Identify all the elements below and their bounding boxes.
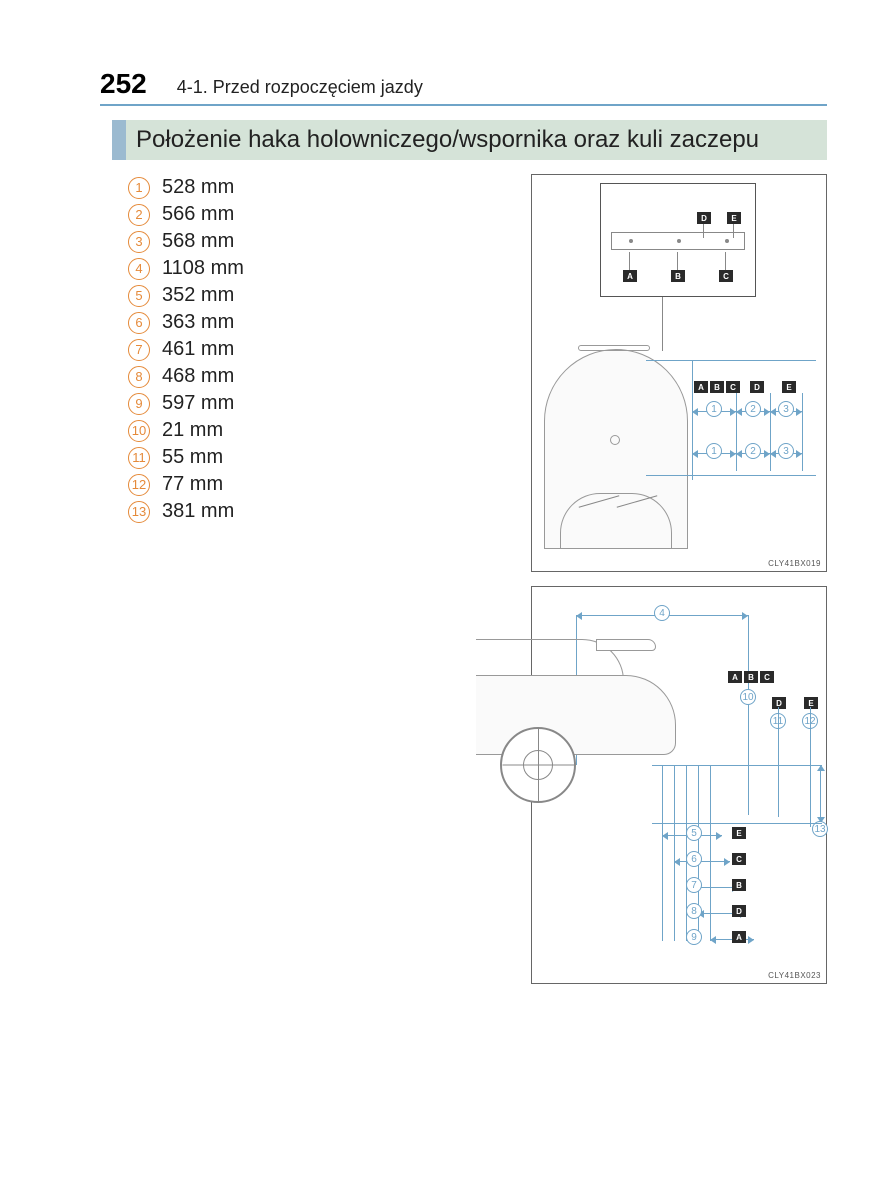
letter-group-abc: A B C (728, 671, 774, 683)
dimension-item: 2 566 mm (128, 203, 244, 226)
dim-ref: 1 (706, 443, 722, 459)
letter-tag: C (719, 270, 733, 282)
letter-tag: B (732, 879, 746, 891)
dimension-number: 3 (128, 231, 150, 253)
diagram-code: CLY41BX023 (768, 971, 821, 980)
dim-ref: 9 (686, 929, 702, 945)
letter-tag: B (744, 671, 758, 683)
dimension-item: 1 528 mm (128, 176, 244, 199)
dimension-number: 7 (128, 339, 150, 361)
letter-tag: B (671, 270, 685, 282)
dimension-value: 381 mm (162, 500, 234, 523)
dimension-item: 5 352 mm (128, 284, 244, 307)
content-row: 1528 mm2566 mm3568 mm41108 mm5352 mm6363… (128, 174, 827, 984)
letter-tag: C (732, 853, 746, 865)
heading-text: Położenie haka holowniczego/wspornika or… (126, 120, 827, 160)
dimension-value: 597 mm (162, 392, 234, 415)
page-header: 252 4-1. Przed rozpoczęciem jazdy (100, 68, 827, 100)
dimension-number: 4 (128, 258, 150, 280)
dimension-value: 568 mm (162, 230, 234, 253)
diagram-code: CLY41BX019 (768, 559, 821, 568)
header-rule (100, 104, 827, 106)
letter-tag: A (728, 671, 742, 683)
dim-ref: 10 (740, 689, 756, 705)
diagram-side-view: 4 A B C 10 D 11 (531, 586, 827, 984)
dimension-number: 11 (128, 447, 150, 469)
letter-tag: D (732, 905, 746, 917)
letter-tag: A (694, 381, 708, 393)
page-number: 252 (100, 68, 147, 100)
dim-ref: 1 (706, 401, 722, 417)
dimension-value: 1108 mm (162, 257, 244, 280)
page: 252 4-1. Przed rozpoczęciem jazdy Położe… (0, 0, 877, 984)
letter-tag: D (750, 381, 764, 393)
dimension-item: 11 55 mm (128, 446, 244, 469)
letter-tag: D (697, 212, 711, 224)
letter-tag: E (804, 697, 818, 709)
dimension-value: 363 mm (162, 311, 234, 334)
dimension-item: 3 568 mm (128, 230, 244, 253)
heading-accent (112, 120, 126, 160)
letter-tag: A (732, 931, 746, 943)
letter-group-abc: A B C (694, 381, 740, 393)
dimension-item: 8 468 mm (128, 365, 244, 388)
inset-top-letters: D (697, 212, 711, 224)
letter-tag: A (623, 270, 637, 282)
dim-ref: 3 (778, 401, 794, 417)
dimension-item: 4 1108 mm (128, 257, 244, 280)
dimension-value: 352 mm (162, 284, 234, 307)
dimension-value: 566 mm (162, 203, 234, 226)
dimension-value: 468 mm (162, 365, 234, 388)
inset-bottom-letters: A (623, 270, 637, 282)
dim-ref: 2 (745, 401, 761, 417)
dim-ref: 2 (745, 443, 761, 459)
dimension-item: 9 597 mm (128, 392, 244, 415)
dimension-number: 2 (128, 204, 150, 226)
dimension-number: 10 (128, 420, 150, 442)
heading-bar: Położenie haka holowniczego/wspornika or… (112, 120, 827, 160)
dimension-item: 10 21 mm (128, 419, 244, 442)
letter-tag: E (732, 827, 746, 839)
dim-ref: 8 (686, 903, 702, 919)
section-title: 4-1. Przed rozpoczęciem jazdy (177, 77, 423, 98)
dimension-value: 21 mm (162, 419, 223, 442)
inset-detail: D E A B C (600, 183, 756, 297)
dimension-item: 13 381 mm (128, 500, 244, 523)
dim-ref: 6 (686, 851, 702, 867)
dimension-number: 9 (128, 393, 150, 415)
dimension-number: 5 (128, 285, 150, 307)
letter-tag: E (782, 381, 796, 393)
dimension-list: 1 528 mm 2 566 mm 3 568 mm 4 1108 mm 5 352 mm 6 363… (128, 174, 244, 984)
letter-tag: B (710, 381, 724, 393)
dimension-value: 55 mm (162, 446, 223, 469)
letter-tag: C (760, 671, 774, 683)
dim-ref: 4 (654, 605, 670, 621)
dimension-value: 528 mm (162, 176, 234, 199)
dimension-item: 7 461 mm (128, 338, 244, 361)
dimension-value: 461 mm (162, 338, 234, 361)
dimension-number: 6 (128, 312, 150, 334)
dimension-number: 1 (128, 177, 150, 199)
dimension-number: 13 (128, 501, 150, 523)
dimension-item: 12 77 mm (128, 473, 244, 496)
dimension-item: 6 363 mm (128, 311, 244, 334)
dimension-value: 77 mm (162, 473, 223, 496)
letter-tag: D (772, 697, 786, 709)
dim-ref: 3 (778, 443, 794, 459)
dimension-number: 12 (128, 474, 150, 496)
dim-ref: 7 (686, 877, 702, 893)
letter-tag: E (727, 212, 741, 224)
letter-tag: C (726, 381, 740, 393)
dimension-number: 8 (128, 366, 150, 388)
diagram-top-view: D E A B C (531, 174, 827, 572)
diagram-column: D E A B C (531, 174, 827, 984)
dim-ref: 5 (686, 825, 702, 841)
car-side-outline (476, 639, 676, 789)
